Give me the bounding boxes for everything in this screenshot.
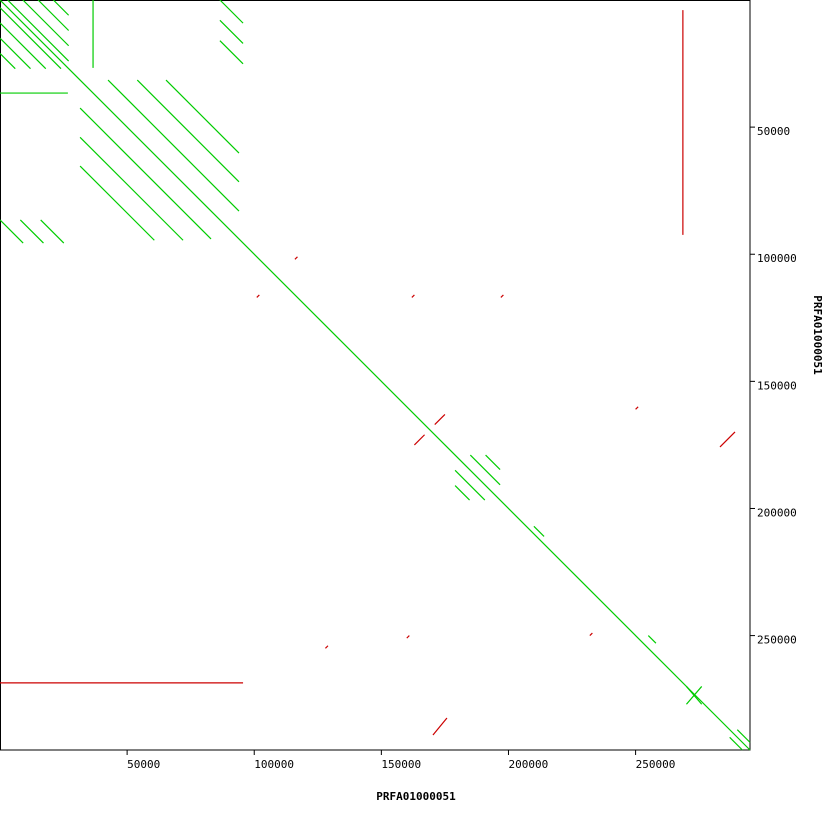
alignment-segment [19, 219, 44, 244]
alignment-segment [413, 434, 426, 446]
alignment-segment [0, 7, 62, 70]
alignment-segment [0, 0, 751, 751]
x-tick-label: 200000 [508, 758, 548, 771]
x-axis-title: PRFA01000051 [376, 790, 456, 803]
alignment-segment [256, 294, 260, 298]
alignment-segment [469, 454, 501, 486]
y-tick-label: 100000 [757, 252, 797, 265]
y-tick-label: 150000 [757, 379, 797, 392]
alignment-segment [0, 22, 47, 70]
y-tick-label: 200000 [757, 506, 797, 519]
y-tick-label: 250000 [757, 634, 797, 647]
alignment-segment [736, 729, 751, 743]
alignment-segment [294, 256, 298, 260]
alignment-segment [79, 107, 212, 240]
alignment-segment [52, 0, 70, 16]
alignment-segment [165, 79, 240, 154]
alignment-segment [454, 469, 486, 501]
alignment-segment [219, 19, 244, 44]
alignment-segment [485, 454, 501, 471]
alignment-segment [729, 736, 743, 751]
alignment-segment [107, 79, 240, 212]
alignment-segment [219, 40, 244, 65]
plot-frame [0, 0, 751, 751]
alignment-segment [79, 165, 155, 241]
alignment-segment [0, 37, 31, 70]
alignment-segment [589, 632, 593, 637]
alignment-segment [432, 717, 448, 736]
alignment-segment [37, 0, 70, 31]
alignment-segment [219, 0, 244, 24]
alignment-segment [685, 686, 703, 705]
alignment-segment [635, 406, 639, 410]
alignment-segment [454, 485, 471, 501]
alignment-segment [79, 136, 184, 241]
alignment-segment [500, 294, 504, 298]
alignment-segment [0, 52, 16, 70]
alignment-segment [0, 219, 24, 244]
x-tick-label: 50000 [127, 758, 160, 771]
alignment-segment [411, 294, 415, 298]
alignment-segment [324, 645, 329, 649]
alignment-segment [136, 79, 240, 183]
x-tick-label: 150000 [381, 758, 421, 771]
alignment-segment [406, 635, 410, 639]
alignment-segment [7, 0, 70, 62]
alignment-segment [40, 219, 65, 244]
y-tick-label: 50000 [757, 125, 790, 138]
alignment-segment [22, 0, 70, 47]
alignment-segment [719, 431, 736, 448]
x-tick-label: 250000 [636, 758, 676, 771]
y-axis-title: PRFA01000051 [811, 295, 824, 375]
alignment-segment [434, 413, 446, 426]
alignment-segment [533, 525, 545, 537]
x-tick-label: 100000 [254, 758, 294, 771]
alignment-segment [647, 635, 657, 644]
